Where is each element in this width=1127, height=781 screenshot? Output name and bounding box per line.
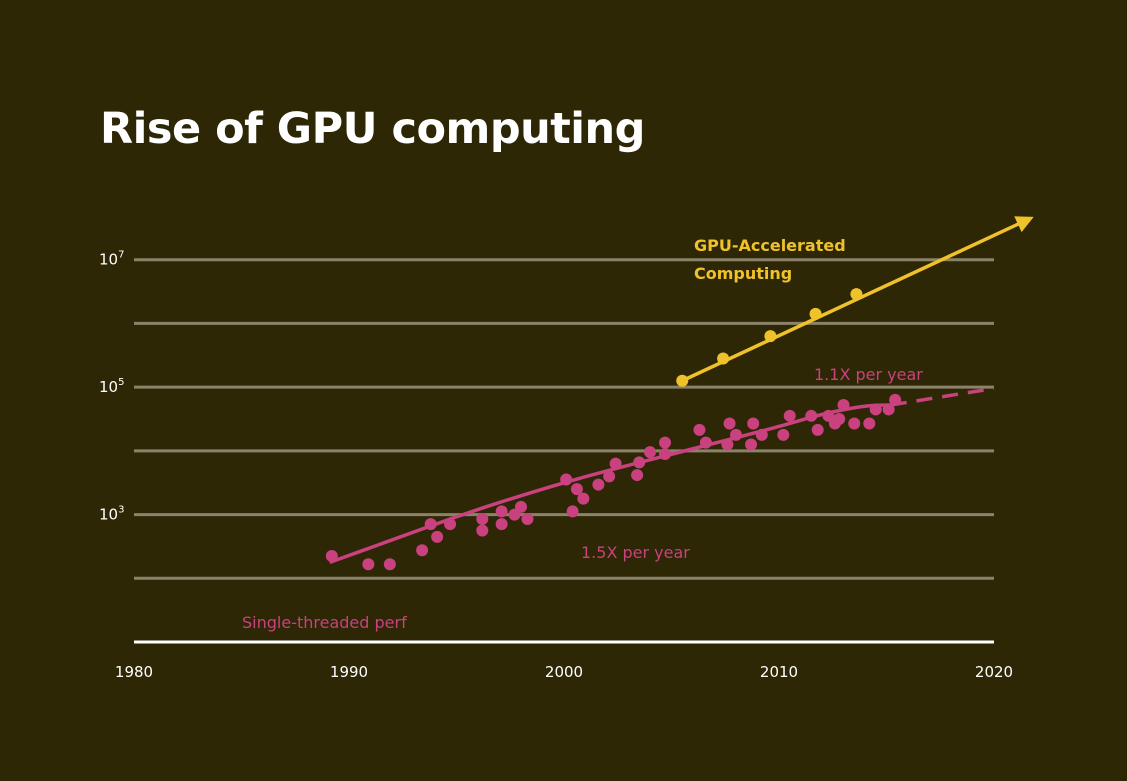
cpu-data-point [633,456,646,469]
cpu-data-point [577,492,590,505]
page-title: Rise of GPU computing [100,104,645,154]
gpu-data-point [809,307,822,320]
cpu-data-point [495,518,508,531]
cpu-data-point [424,518,437,531]
gpu-label-line2: Computing [694,264,792,283]
cpu-data-point [570,483,583,496]
cpu-data-point [848,417,861,430]
cpu-data-point [566,505,579,518]
x-tick-label: 2010 [760,663,798,681]
gpu-series [676,216,1034,387]
x-tick-label: 2000 [545,663,583,681]
cpu-data-point [383,558,396,571]
cpu-data-point [730,428,742,441]
cpu-data-point [521,513,534,526]
cpu-data-point [721,438,734,451]
cpu-data-point [476,524,489,537]
gpu-data-point [764,330,777,343]
cpu-data-point [325,549,338,562]
cpu-data-point [777,428,790,441]
cpu-data-point [889,393,902,406]
x-tick-label: 1990 [330,663,368,681]
cpu-data-point [362,558,375,571]
cpu-trend-line [329,403,892,565]
cpu-data-point [693,423,706,436]
cpu-data-point [631,469,644,482]
cpu-data-point [515,500,527,513]
gpu-data-point [850,288,863,301]
cpu-data-point [659,448,672,461]
cpu-data-point [882,403,895,416]
axes: 1980 1990 2000 2010 2020 107 105 103 [99,250,1013,681]
cpu-data-point [495,505,508,518]
cpu-data-point [431,530,444,543]
cpu-data-point [592,478,605,491]
rate-early-label: 1.5X per year [581,543,690,562]
gridlines [134,258,994,580]
cpu-data-point [699,436,712,449]
cpu-data-point [444,518,457,531]
cpu-series-label: Single-threaded perf [242,613,407,632]
gpu-data-point [717,352,730,365]
cpu-data-point [833,413,846,425]
y-tick-label: 103 [99,505,124,524]
cpu-data-point [805,409,818,422]
cpu-data-point [869,403,882,416]
cpu-data-point [747,417,760,430]
y-tick-label: 107 [99,250,124,269]
gpu-label-line1: GPU-Accelerated [694,236,846,255]
cpu-data-point [603,470,616,483]
gpu-data-point [676,374,689,387]
cpu-data-point [837,398,850,411]
cpu-data-point [609,457,622,470]
cpu-data-point [644,446,656,459]
cpu-data-point [755,428,768,441]
cpu-data-point [723,417,736,430]
cpu-series [325,386,995,571]
y-tick-label: 105 [99,377,124,396]
cpu-data-point [783,409,796,422]
cpu-projection-line [890,386,995,407]
cpu-data-point [416,544,429,557]
x-tick-label: 1980 [115,663,153,681]
cpu-data-point [476,513,489,526]
rate-late-label: 1.1X per year [814,365,923,384]
x-tick-label: 2020 [975,663,1013,681]
cpu-data-point [560,473,573,486]
cpu-data-point [745,438,758,451]
cpu-data-point [863,417,876,430]
cpu-data-point [659,436,672,449]
cpu-data-point [811,423,824,436]
